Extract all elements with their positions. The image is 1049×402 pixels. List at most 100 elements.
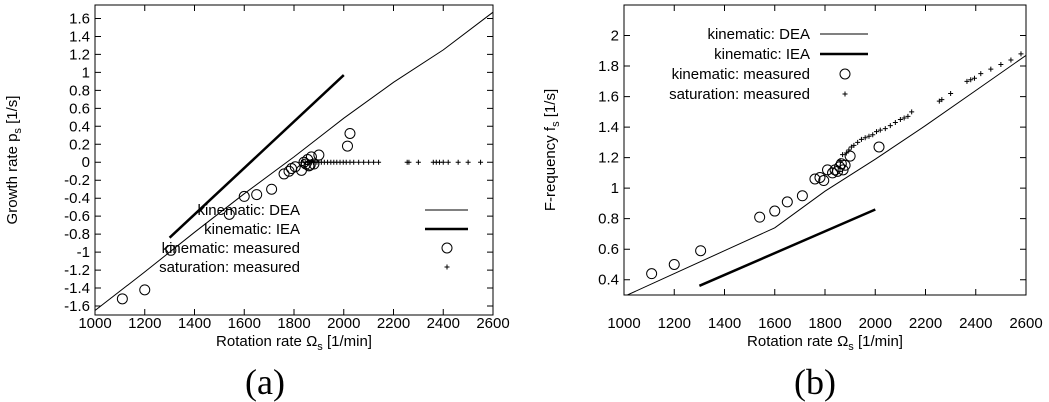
x-tick-label: 1600: [228, 315, 261, 332]
y-tick-label: -1: [77, 244, 90, 261]
chart-a-x-axis-title: Rotation rate Ωs [1/min]: [216, 333, 372, 353]
data-point-kinematic-measured: [251, 189, 263, 201]
x-tick-label: 1400: [178, 315, 211, 332]
y-tick-label: 1.6: [69, 10, 90, 27]
data-point-saturation-measured: [406, 159, 412, 165]
data-point-saturation-measured: [971, 75, 977, 81]
y-tick-label: 0.8: [69, 82, 90, 99]
y-tick-label: -1.6: [64, 298, 90, 315]
y-tick-label: 1.4: [598, 119, 619, 136]
chart-a-y-axis-title: Growth rate ps [1/s]: [4, 96, 24, 225]
data-point-kinematic-measured: [668, 258, 680, 270]
data-point-saturation-measured: [905, 113, 911, 119]
data-point-saturation-measured: [909, 109, 915, 115]
y-tick-label: 1: [82, 64, 90, 81]
y-tick-label: -0.2: [64, 172, 90, 189]
y-tick-label: 0.6: [598, 241, 619, 258]
data-point-kinematic-measured: [313, 149, 325, 161]
y-tick-label: -0.8: [64, 226, 90, 243]
x-tick-label: 2400: [959, 315, 992, 332]
chart-b-y-axis-title: F-requency fs [1/s]: [542, 89, 562, 211]
data-point-saturation-measured: [478, 159, 484, 165]
x-tick-label: 1800: [277, 315, 310, 332]
data-point-saturation-measured: [948, 91, 954, 97]
chart-b-panel-label: (b): [794, 362, 836, 402]
y-tick-label: -0.4: [64, 190, 90, 207]
x-tick-label: 2000: [859, 315, 892, 332]
legend-label: saturation: measured: [159, 259, 300, 276]
legend-label: saturation: measured: [669, 86, 810, 103]
legend-symbol-swatch: [444, 264, 450, 270]
data-point-saturation-measured: [846, 147, 852, 153]
y-tick-label: 1.2: [69, 46, 90, 63]
x-tick-label: 2000: [327, 315, 360, 332]
data-point-kinematic-measured: [809, 173, 821, 185]
y-tick-label: 0.8: [598, 211, 619, 228]
data-point-kinematic-measured: [844, 150, 856, 162]
data-point-saturation-measured: [361, 159, 367, 165]
data-point-saturation-measured: [892, 120, 898, 126]
data-point-kinematic-measured: [796, 190, 808, 202]
data-point-kinematic-measured: [238, 190, 250, 202]
data-point-saturation-measured: [866, 133, 872, 139]
data-point-saturation-measured: [897, 116, 903, 122]
x-tick-label: 1000: [607, 315, 640, 332]
series-layer: [626, 51, 1026, 295]
chart-a-panel-label: (a): [245, 362, 285, 402]
x-tick-label: 2200: [377, 315, 410, 332]
data-point-saturation-measured: [862, 135, 868, 141]
data-point-kinematic-measured: [839, 159, 851, 171]
chart-a-plot-frame: [94, 4, 494, 316]
data-point-kinematic-measured: [139, 284, 151, 296]
y-tick-label: 1.6: [598, 89, 619, 106]
data-point-saturation-measured: [964, 78, 970, 84]
data-point-saturation-measured: [998, 62, 1004, 68]
legend: kinematic: DEA kinematic: IEA kinematic: m…: [159, 202, 468, 276]
data-point-saturation-measured: [882, 126, 888, 132]
data-point-kinematic-measured: [769, 205, 781, 217]
y-tick-label: 1.2: [598, 150, 619, 167]
data-point-kinematic-measured: [873, 141, 885, 153]
data-point-kinematic-measured: [827, 167, 839, 179]
data-point-saturation-measured: [445, 159, 451, 165]
x-tick-label: 1600: [758, 315, 791, 332]
y-tick-label: 1.4: [69, 28, 90, 45]
y-tick-label: 0.4: [69, 118, 90, 135]
data-point-saturation-measured: [465, 159, 471, 165]
data-point-kinematic-measured: [289, 161, 301, 173]
chart-b-x-axis-title: Rotation rate Ωs [1/min]: [747, 333, 903, 353]
data-point-saturation-measured: [851, 142, 857, 148]
data-point-kinematic-measured: [818, 175, 830, 187]
y-tick-label: -0.6: [64, 208, 90, 225]
x-tick-label: 1800: [808, 315, 841, 332]
data-point-saturation-measured: [858, 136, 864, 142]
y-tick-label: 1.8: [598, 58, 619, 75]
chart-a: 1000 1200 1400 1600 1800 2000 2200 2400 2600 -1.6…: [4, 4, 510, 402]
legend-symbol-swatch: [839, 68, 851, 80]
data-point-kinematic-measured: [304, 159, 316, 171]
y-tick-label: -1.2: [64, 262, 90, 279]
data-point-saturation-measured: [351, 159, 357, 165]
legend-symbol-swatch: [842, 91, 848, 97]
chart-b: 1000 1200 1400 1600 1800 2000 2200 2400 2600 0.4 0…: [542, 4, 1043, 402]
data-point-kinematic-measured: [116, 293, 128, 305]
data-point-saturation-measured: [840, 152, 846, 158]
data-point-saturation-measured: [1018, 51, 1024, 57]
chart-b-marks: 1000 1200 1400 1600 1800 2000 2200 2400 2600 0.4 0…: [598, 5, 1043, 332]
data-point-saturation-measured: [1008, 57, 1014, 63]
data-point-saturation-measured: [936, 98, 942, 104]
data-point-saturation-measured: [874, 129, 880, 135]
series-line-kinematic-iea: [698, 208, 876, 287]
data-point-kinematic-measured: [646, 268, 658, 280]
series-line-kinematic-dea: [626, 54, 1026, 295]
legend-label: kinematic: measured: [162, 240, 300, 257]
data-point-saturation-measured: [848, 144, 854, 150]
x-tick-label: 1200: [658, 315, 691, 332]
legend: kinematic: DEA kinematic: IEA kinematic: m…: [669, 26, 868, 103]
y-tick-label: -1.4: [64, 280, 90, 297]
data-point-kinematic-measured: [695, 245, 707, 257]
data-point-kinematic-measured: [165, 244, 177, 256]
data-point-saturation-measured: [870, 132, 876, 138]
chart-b-plot-frame: [623, 4, 1027, 296]
